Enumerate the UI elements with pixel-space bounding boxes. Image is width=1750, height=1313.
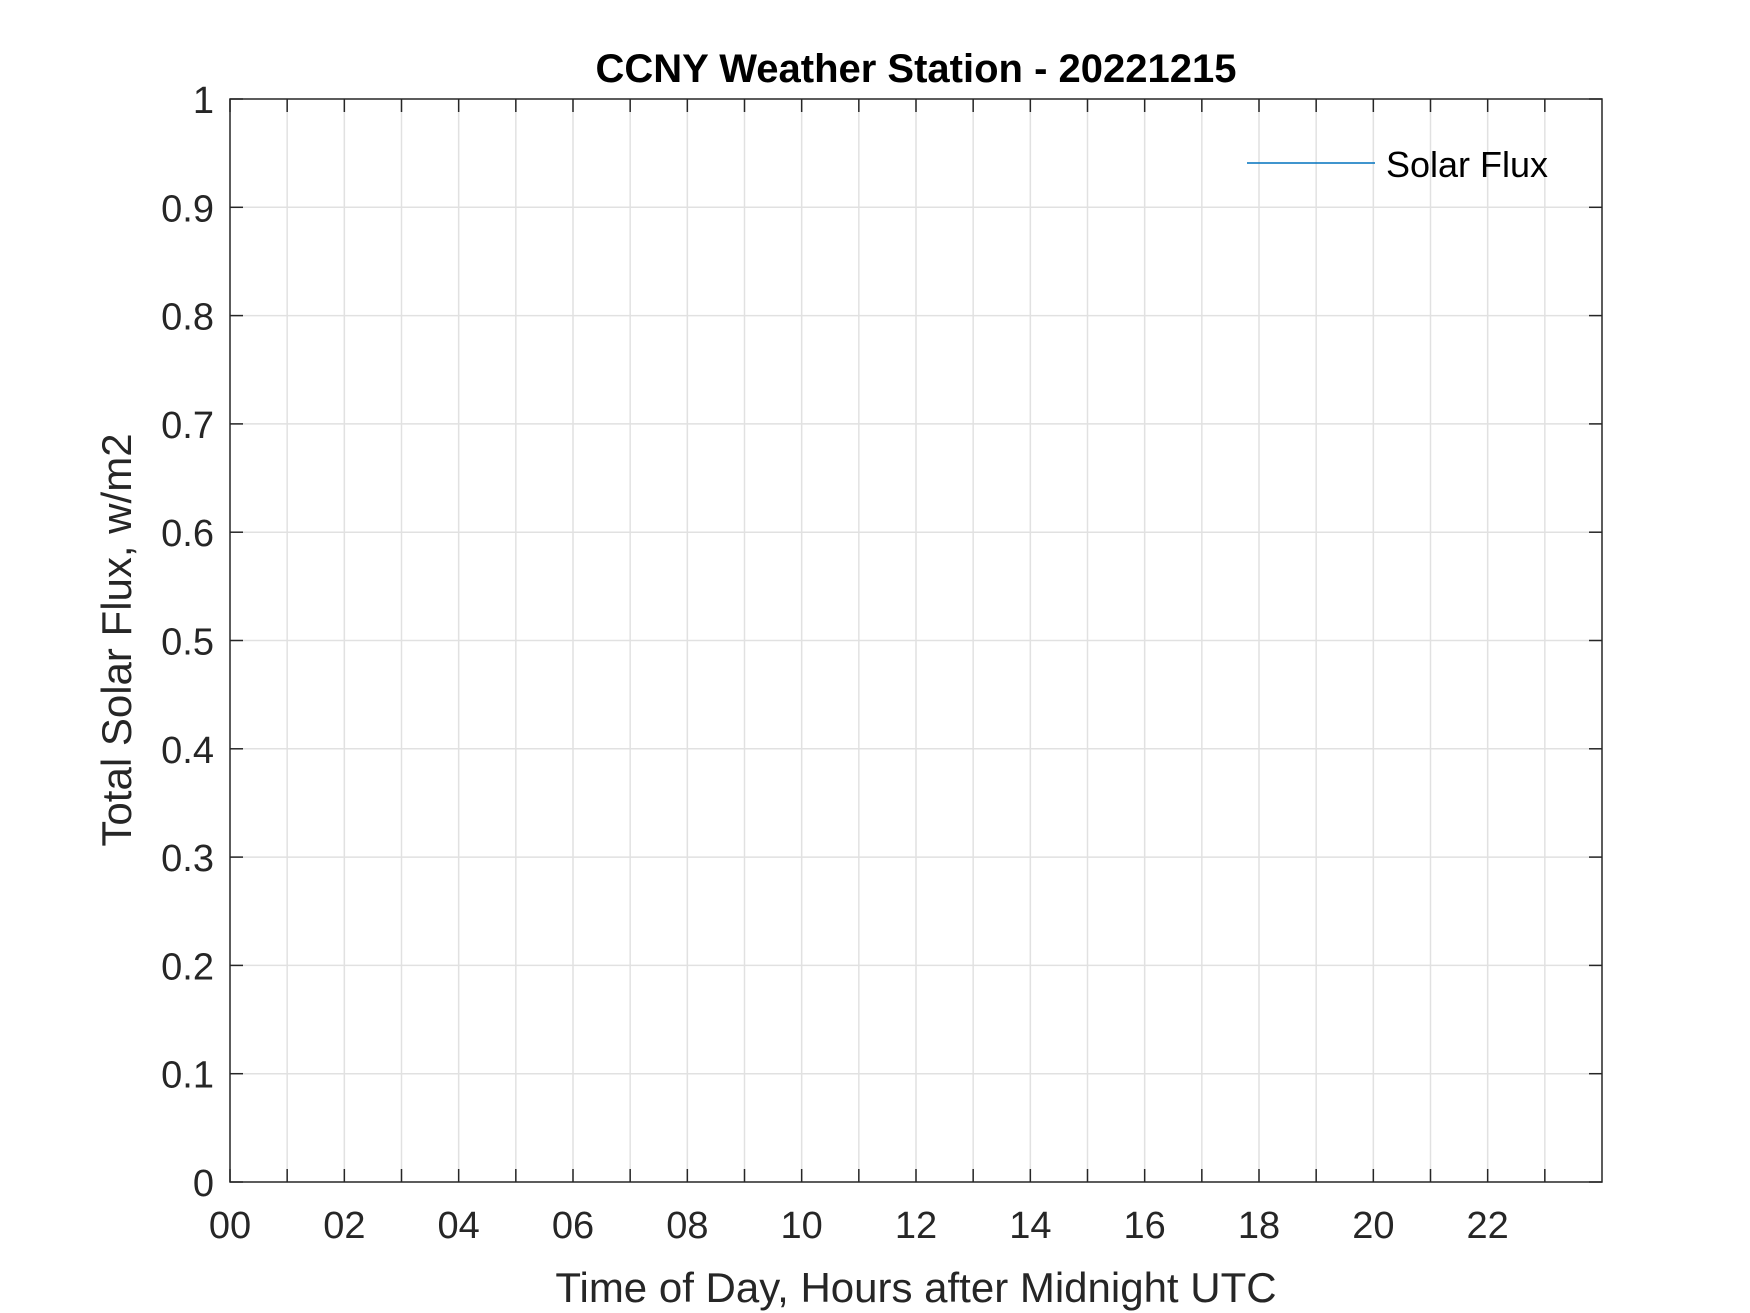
y-tick-labels: 0 0.1 0.2 0.3 0.4 0.5 0.6 0.7 0.8 0.9 1 — [161, 80, 214, 1205]
y-tick-label: 1 — [193, 80, 214, 122]
x-tick-label: 06 — [552, 1205, 594, 1247]
y-tick-label: 0.3 — [161, 838, 214, 880]
y-tick-label: 0.2 — [161, 946, 214, 988]
x-tick-label: 04 — [438, 1205, 480, 1247]
x-tick-label: 12 — [895, 1205, 937, 1247]
x-tick-label: 16 — [1124, 1205, 1166, 1247]
y-tick-label: 0.6 — [161, 513, 214, 555]
x-tick-label: 08 — [666, 1205, 708, 1247]
x-tick-label: 22 — [1467, 1205, 1509, 1247]
y-axis-label: Total Solar Flux, w/m2 — [93, 433, 140, 846]
x-axis-label: Time of Day, Hours after Midnight UTC — [555, 1264, 1276, 1311]
x-tick-label: 18 — [1238, 1205, 1280, 1247]
y-tick-label: 0.7 — [161, 405, 214, 447]
legend: Solar Flux — [1247, 144, 1548, 185]
x-tick-label: 00 — [209, 1205, 251, 1247]
x-tick-labels: 00 02 04 06 08 10 12 14 16 18 20 22 — [209, 1205, 1509, 1247]
y-tick-label: 0 — [193, 1163, 214, 1205]
y-tick-label: 0.5 — [161, 622, 214, 664]
y-tick-label: 0.4 — [161, 730, 214, 772]
grid — [230, 99, 1602, 1182]
x-tick-label: 02 — [323, 1205, 365, 1247]
x-tick-label: 14 — [1009, 1205, 1051, 1247]
x-tick-label: 20 — [1352, 1205, 1394, 1247]
axes-box — [229, 98, 1603, 1183]
y-tick-label: 0.9 — [161, 188, 214, 230]
y-tick-label: 0.8 — [161, 297, 214, 339]
chart-title: CCNY Weather Station - 20221215 — [596, 47, 1237, 91]
y-tick-label: 0.1 — [161, 1055, 214, 1097]
legend-label-solar-flux: Solar Flux — [1386, 144, 1548, 185]
x-tick-label: 10 — [781, 1205, 823, 1247]
